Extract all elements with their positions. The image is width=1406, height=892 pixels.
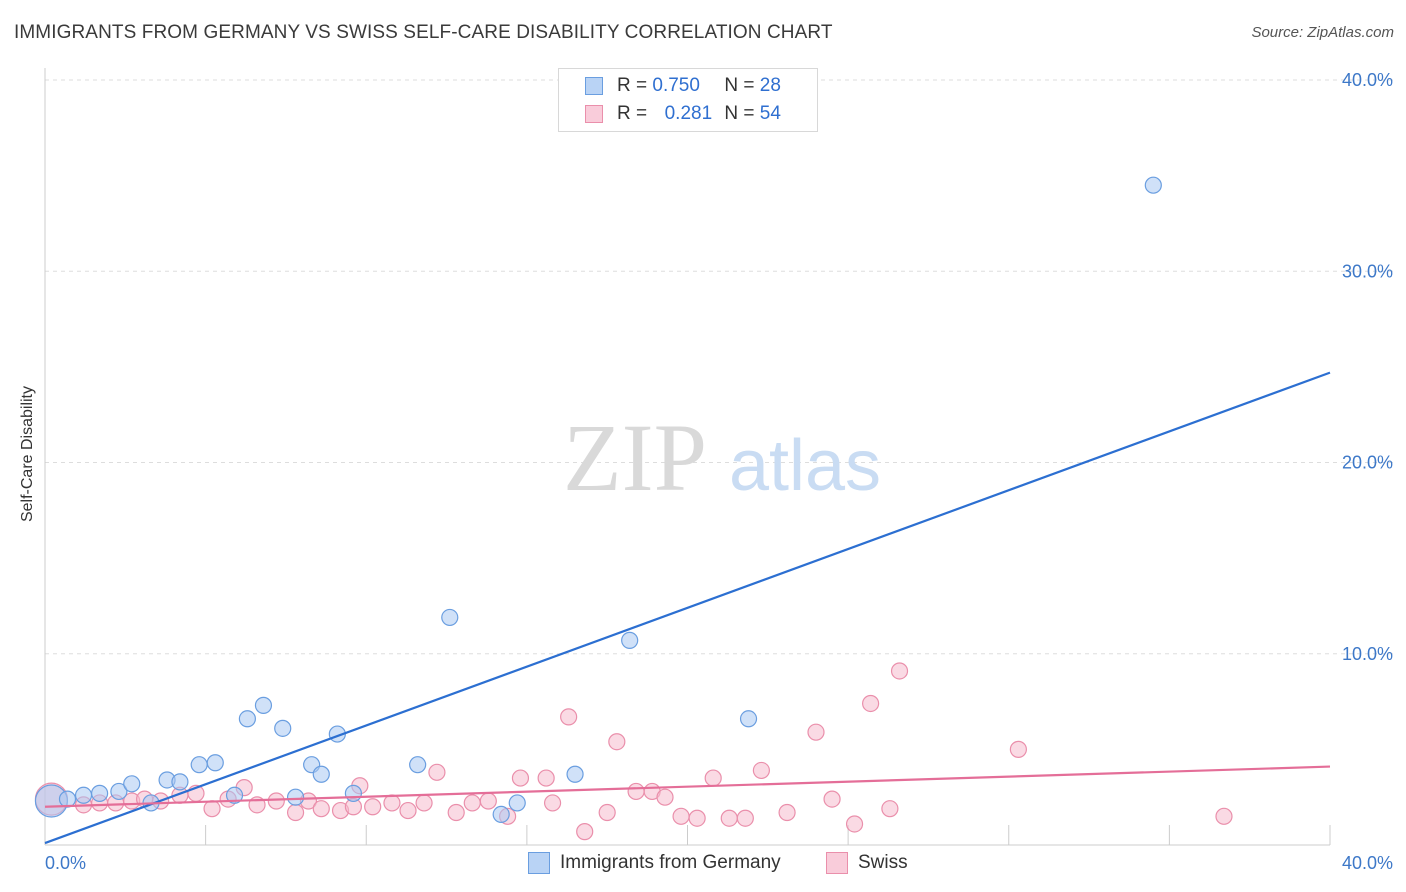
y-axis-label: Self-Care Disability (19, 385, 36, 523)
legend-item-swiss: Swiss (826, 852, 908, 874)
swiss-point (688, 809, 706, 827)
germany-point (58, 790, 77, 808)
germany-point (254, 696, 273, 714)
chart-title: IMMIGRANTS FROM GERMANY VS SWISS SELF-CA… (14, 22, 833, 43)
swiss-point (720, 809, 738, 827)
germany-point (123, 775, 141, 793)
germany-point (91, 784, 109, 802)
legend-n-label: N = (724, 75, 755, 96)
legend-r-value: 0.281 (664, 103, 713, 124)
germany-point (312, 765, 330, 783)
germany-point (74, 786, 93, 804)
swiss-point (203, 800, 221, 818)
germany-point (190, 756, 208, 774)
swiss-points (34, 662, 1233, 841)
germany-point (274, 719, 292, 737)
grid-lines (45, 79, 1395, 655)
swiss-point (807, 723, 825, 741)
swiss-point (537, 769, 555, 787)
legend-swatch-swiss (826, 852, 848, 874)
watermark-atlas: atlas (729, 426, 881, 506)
legend-n-value: 28 (759, 75, 781, 96)
germany-point (286, 788, 305, 806)
swiss-point (463, 794, 481, 812)
y-tick-label: 30.0% (1342, 261, 1393, 281)
germany-point (441, 608, 459, 627)
legend-row-swiss: R = 0.281 N = 54 (585, 101, 781, 127)
germany-point (110, 782, 128, 801)
legend-swatch-swiss (585, 105, 603, 123)
legend-item-germany: Immigrants from Germany (528, 852, 781, 874)
x-tick-label-max: 40.0% (1342, 853, 1393, 873)
legend-label-germany: Immigrants from Germany (560, 852, 781, 873)
legend-n-label: N = (724, 103, 755, 124)
germany-point (492, 805, 510, 824)
y-tick-label: 10.0% (1342, 644, 1393, 664)
germany-point (225, 786, 244, 804)
swiss-point (447, 803, 465, 822)
legend-n-value: 54 (759, 103, 781, 124)
swiss-point (415, 794, 433, 812)
legend-r-value: 0.750 (652, 75, 700, 96)
trend-lines (44, 371, 1331, 845)
germany-points (34, 176, 1162, 824)
germany-point (206, 754, 224, 772)
swiss-point (511, 769, 530, 787)
swiss-point (364, 798, 382, 816)
germany-point (409, 756, 427, 774)
swiss-point (399, 801, 417, 820)
germany-point (508, 794, 526, 812)
swiss-point (736, 809, 754, 827)
swiss-point (286, 803, 305, 822)
source-label: Source: ZipAtlas.com (1251, 24, 1394, 41)
swiss-point (845, 815, 864, 833)
swiss-point (267, 792, 285, 810)
legend-r-label: R = (617, 103, 648, 124)
swiss-point (560, 708, 578, 726)
swiss-point (576, 823, 594, 841)
germany-trend-line (44, 371, 1331, 845)
legend-swatch-germany (585, 77, 603, 95)
watermark-zip: ZIP (563, 404, 707, 511)
swiss-point (1215, 807, 1233, 825)
swiss-point (778, 803, 796, 822)
watermark: ZIP atlas (563, 404, 881, 511)
swiss-point (752, 761, 770, 780)
germany-point (621, 631, 639, 649)
swiss-point (656, 788, 674, 806)
swiss-point (312, 800, 330, 818)
germany-point (566, 765, 584, 783)
x-tick-label-min: 0.0% (45, 853, 86, 873)
swiss-point (704, 769, 722, 787)
legend-row-germany: R = 0.750 N = 28 (585, 73, 781, 99)
swiss-point (383, 794, 401, 812)
germany-point (171, 773, 189, 791)
swiss-point (1009, 740, 1027, 758)
germany-point (1144, 176, 1162, 194)
germany-point (344, 784, 362, 802)
swiss-point (823, 790, 841, 808)
legend-label-swiss: Swiss (858, 852, 908, 873)
swiss-point (479, 792, 497, 810)
series-legend: Immigrants from Germany Swiss (0, 852, 1406, 878)
swiss-point (608, 733, 626, 751)
swiss-trend-line (44, 765, 1331, 808)
tick-labels: 10.0% 20.0% 30.0% 40.0% 0.0% 40.0% (45, 70, 1393, 873)
germany-point (739, 710, 758, 728)
germany-point (238, 710, 256, 728)
legend-r-label: R = (617, 75, 648, 96)
swiss-point (428, 763, 446, 781)
swiss-point (862, 694, 880, 713)
y-tick-label: 40.0% (1342, 70, 1393, 90)
swiss-point (672, 807, 690, 825)
swiss-point (598, 803, 616, 822)
correlation-legend: R = 0.750 N = 28 R = 0.281 N = 54 (558, 68, 818, 132)
swiss-point (881, 800, 899, 818)
swiss-point (627, 782, 645, 801)
legend-swatch-germany (528, 852, 550, 874)
swiss-point (890, 662, 909, 680)
swiss-point (543, 794, 562, 812)
y-tick-label: 20.0% (1342, 453, 1393, 473)
